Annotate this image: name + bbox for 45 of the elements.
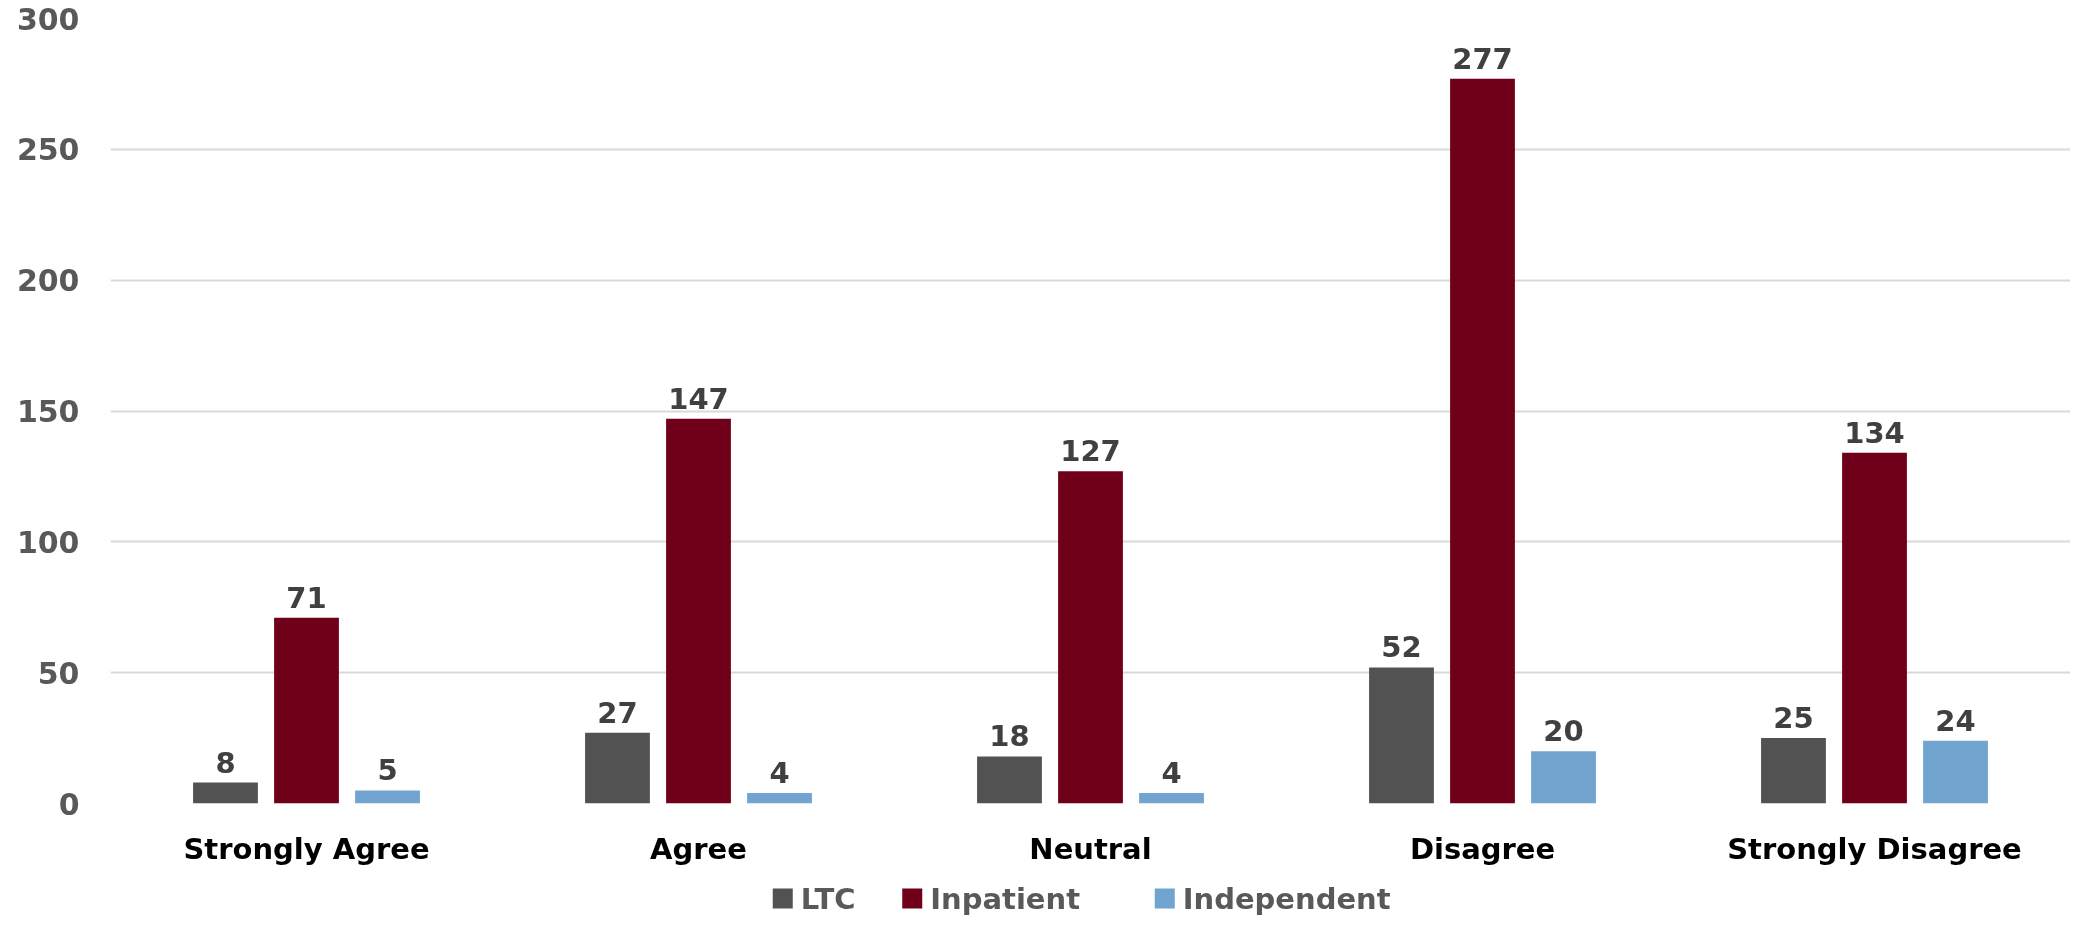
x-tick-label: Disagree xyxy=(1409,831,1556,866)
bar xyxy=(1923,740,1988,804)
legend-label: Inpatient xyxy=(930,881,1081,916)
x-tick-label: Strongly Disagree xyxy=(1727,831,2022,866)
bar xyxy=(355,790,420,804)
bar xyxy=(585,732,650,804)
bar xyxy=(1531,751,1596,804)
bar xyxy=(747,793,812,804)
data-label: 127 xyxy=(1060,434,1121,469)
data-label: 27 xyxy=(597,695,638,730)
y-tick-label: 0 xyxy=(58,786,80,822)
data-label: 71 xyxy=(286,580,327,615)
y-tick-label: 250 xyxy=(16,132,80,168)
x-tick-label: Strongly Agree xyxy=(183,831,430,866)
data-label: 277 xyxy=(1452,41,1513,76)
bar xyxy=(1369,667,1434,804)
y-tick-label: 200 xyxy=(16,263,80,299)
bar xyxy=(1842,452,1907,804)
bar xyxy=(666,418,731,804)
data-label: 24 xyxy=(1935,703,1976,738)
y-tick-label: 100 xyxy=(16,524,80,560)
data-label: 4 xyxy=(1161,756,1182,791)
bar xyxy=(1450,78,1515,804)
data-label: 52 xyxy=(1381,630,1422,665)
legend-label: Independent xyxy=(1182,881,1391,916)
data-label: 25 xyxy=(1773,701,1814,736)
data-label: 8 xyxy=(215,745,236,780)
data-label: 4 xyxy=(769,756,790,791)
data-label: 20 xyxy=(1543,714,1584,749)
bar xyxy=(1058,471,1123,804)
data-label: 5 xyxy=(377,753,398,788)
y-tick-label: 300 xyxy=(16,1,80,37)
data-label: 147 xyxy=(668,381,729,416)
x-tick-label: Agree xyxy=(650,831,747,866)
bar xyxy=(1761,738,1826,804)
data-label: 134 xyxy=(1844,415,1905,450)
bar xyxy=(977,756,1042,804)
y-tick-label: 50 xyxy=(37,655,80,691)
data-label: 18 xyxy=(989,719,1030,754)
bar xyxy=(274,617,339,804)
legend-label: LTC xyxy=(800,881,856,916)
x-tick-label: Neutral xyxy=(1029,831,1152,866)
bar xyxy=(1139,793,1204,804)
bar xyxy=(193,782,258,804)
y-tick-label: 150 xyxy=(16,394,80,429)
